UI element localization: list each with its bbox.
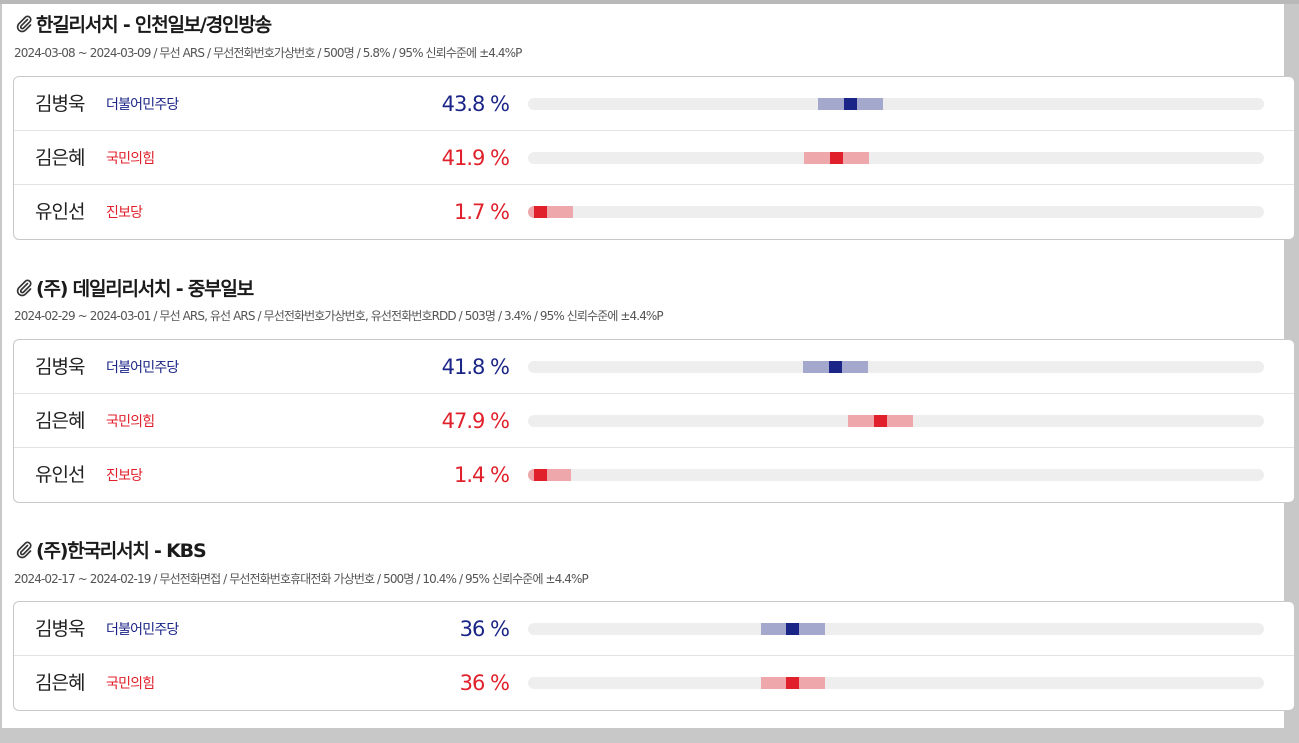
- candidate-row: 유인선 진보당 1.4 %: [14, 448, 1294, 502]
- top-strip: [0, 0, 1299, 4]
- value-marker: [786, 623, 800, 635]
- candidate-name: 유인선: [35, 464, 85, 486]
- result-bar: [528, 361, 1264, 373]
- result-bar: [528, 623, 1264, 635]
- result-bar: [528, 152, 1264, 164]
- percentage-label: 41.9 %: [441, 146, 510, 170]
- candidate-row: 김은혜 국민의힘 36 %: [14, 656, 1294, 710]
- candidate-row: 김병욱 더불어민주당 43.8 %: [14, 77, 1294, 131]
- percentage-label: 47.9 %: [441, 409, 510, 433]
- candidate-row: 유인선 진보당 1.7 %: [14, 185, 1294, 239]
- party-name: 더불어민주당: [106, 97, 179, 113]
- poll-title[interactable]: 한길리서치 - 인천일보/경인방송: [14, 10, 272, 36]
- percentage-label: 1.7 %: [453, 200, 510, 224]
- percentage-label: 43.8 %: [441, 92, 510, 116]
- party-name: 진보당: [106, 205, 143, 221]
- candidate-name: 김병욱: [35, 93, 85, 115]
- paperclip-icon: [16, 279, 32, 297]
- candidate-name: 김은혜: [35, 410, 85, 432]
- candidate-row: 김병욱 더불어민주당 41.8 %: [14, 340, 1294, 394]
- poll-title[interactable]: (주)한국리서치 - KBS: [14, 536, 207, 562]
- value-marker: [786, 677, 800, 689]
- result-bar: [528, 415, 1264, 427]
- party-name: 국민의힘: [106, 676, 155, 692]
- value-marker: [843, 98, 857, 110]
- candidate-row: 김병욱 더불어민주당 36 %: [14, 602, 1294, 656]
- party-name: 더불어민주당: [106, 360, 179, 376]
- results-card: 김병욱 더불어민주당 41.8 % 김은혜 국민의힘 47.9 % 유인선 진보…: [13, 339, 1295, 503]
- poll-title-text: (주)한국리서치 - KBS: [36, 539, 207, 562]
- value-marker: [874, 415, 888, 427]
- candidate-row: 김은혜 국민의힘 47.9 %: [14, 394, 1294, 448]
- value-marker: [829, 152, 843, 164]
- percentage-label: 36 %: [459, 671, 510, 695]
- party-name: 더불어민주당: [106, 622, 179, 638]
- candidate-name: 김은혜: [35, 147, 85, 169]
- value-marker: [534, 206, 547, 218]
- poll-list: 한길리서치 - 인천일보/경인방송 2024-03-08 ~ 2024-03-0…: [2, 4, 1295, 728]
- party-name: 진보당: [106, 468, 143, 484]
- result-bar: [528, 206, 1264, 218]
- percentage-label: 36 %: [459, 617, 510, 641]
- result-bar: [528, 98, 1264, 110]
- candidate-name: 김은혜: [35, 672, 85, 694]
- percentage-label: 1.4 %: [453, 463, 510, 487]
- result-bar: [528, 677, 1264, 689]
- paperclip-icon: [16, 541, 32, 559]
- party-name: 국민의힘: [106, 414, 155, 430]
- percentage-label: 41.8 %: [441, 355, 510, 379]
- poll-meta: 2024-03-08 ~ 2024-03-09 / 무선 ARS / 무선전화번…: [14, 46, 522, 60]
- candidate-name: 유인선: [35, 201, 85, 223]
- poll-title[interactable]: (주) 데일리리서치 - 중부일보: [14, 274, 254, 300]
- poll-meta: 2024-02-17 ~ 2024-02-19 / 무선전화면접 / 무선전화번…: [14, 572, 589, 586]
- value-marker: [829, 361, 843, 373]
- candidate-row: 김은혜 국민의힘 41.9 %: [14, 131, 1294, 185]
- poll-title-text: 한길리서치 - 인천일보/경인방송: [36, 13, 272, 36]
- party-name: 국민의힘: [106, 151, 155, 167]
- poll-meta: 2024-02-29 ~ 2024-03-01 / 무선 ARS, 유선 ARS…: [14, 309, 664, 323]
- results-card: 김병욱 더불어민주당 43.8 % 김은혜 국민의힘 41.9 % 유인선 진보…: [13, 76, 1295, 240]
- poll-title-text: (주) 데일리리서치 - 중부일보: [36, 277, 254, 300]
- value-marker: [534, 469, 547, 481]
- paperclip-icon: [16, 15, 32, 33]
- candidate-name: 김병욱: [35, 356, 85, 378]
- candidate-name: 김병욱: [35, 618, 85, 640]
- result-bar: [528, 469, 1264, 481]
- results-card: 김병욱 더불어민주당 36 % 김은혜 국민의힘 36 %: [13, 601, 1295, 711]
